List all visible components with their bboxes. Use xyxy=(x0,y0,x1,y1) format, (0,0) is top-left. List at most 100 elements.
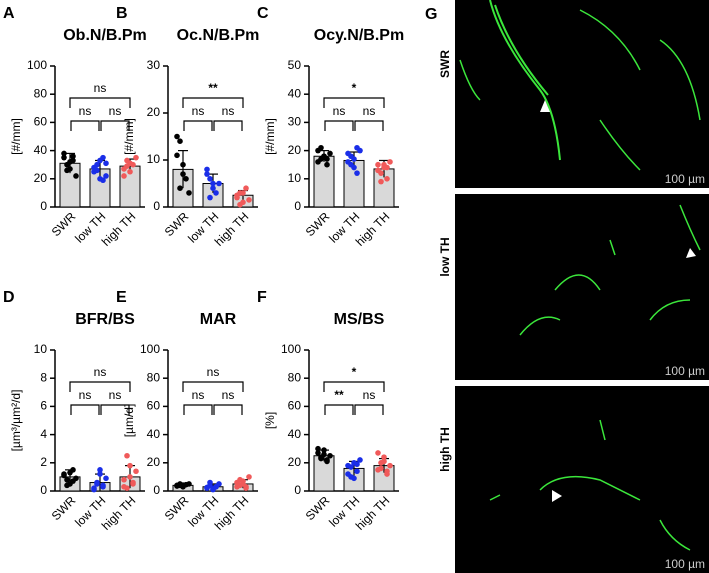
data-point xyxy=(121,173,127,179)
significance-bracket xyxy=(182,97,244,108)
panel-letter: F xyxy=(257,289,267,306)
data-point xyxy=(127,474,133,480)
data-point xyxy=(121,476,127,483)
x-tick-label: high TH xyxy=(353,209,392,248)
y-tick-label: 20 xyxy=(34,171,48,185)
y-tick-label: 20 xyxy=(147,455,161,469)
y-tick-label: 30 xyxy=(288,115,302,129)
data-point xyxy=(91,486,97,493)
y-tick-label: 40 xyxy=(34,143,48,157)
data-point xyxy=(246,197,252,203)
data-point xyxy=(384,164,390,171)
panel-letter: C xyxy=(257,5,269,22)
data-point xyxy=(61,154,67,161)
y-tick-label: 60 xyxy=(147,399,161,413)
significance-label: ** xyxy=(208,81,218,95)
data-point xyxy=(315,450,321,456)
micrograph xyxy=(455,0,709,188)
data-point xyxy=(180,161,186,168)
chart-title: Ob.N/B.Pm xyxy=(63,27,147,44)
data-point xyxy=(180,171,186,177)
significance-label: ns xyxy=(79,104,92,118)
significance-label: ns xyxy=(94,365,107,379)
y-tick-label: 10 xyxy=(288,171,302,185)
data-point xyxy=(204,171,210,177)
y-tick-label: 0 xyxy=(40,199,47,213)
data-point xyxy=(381,458,387,465)
significance-label: ns xyxy=(363,388,376,402)
data-point xyxy=(64,482,70,489)
significance-bracket xyxy=(100,120,130,131)
x-tick-label: high TH xyxy=(99,493,138,532)
panel-letter: E xyxy=(116,289,127,306)
panel-letter: B xyxy=(116,5,128,22)
data-point xyxy=(354,461,360,468)
y-axis-label: [µm³/µm²/d] xyxy=(9,390,23,452)
label-trace xyxy=(519,204,701,336)
significance-label: ns xyxy=(109,388,122,402)
significance-bracket xyxy=(69,381,131,392)
data-point xyxy=(321,451,327,458)
significance-bracket xyxy=(183,120,213,131)
data-point xyxy=(387,462,393,469)
x-tick-label: high TH xyxy=(353,493,392,532)
y-tick-label: 0 xyxy=(294,199,301,213)
data-point xyxy=(127,462,133,469)
data-point xyxy=(351,164,357,171)
data-point xyxy=(327,452,333,459)
data-point xyxy=(186,190,192,196)
y-tick-label: 40 xyxy=(147,427,161,441)
data-point xyxy=(345,159,351,165)
data-point xyxy=(70,478,76,484)
data-point xyxy=(177,138,183,144)
significance-label: ns xyxy=(222,388,235,402)
significance-bracket xyxy=(100,404,130,415)
data-point xyxy=(73,173,79,179)
y-tick-label: 50 xyxy=(288,58,302,72)
y-tick-label: 30 xyxy=(147,58,161,72)
image-label: SWR xyxy=(438,50,452,78)
data-point xyxy=(174,152,180,159)
micrograph xyxy=(455,386,709,573)
panel-letter: D xyxy=(3,289,15,306)
data-point xyxy=(97,467,103,473)
data-point xyxy=(375,161,381,168)
y-tick-label: 80 xyxy=(34,86,48,100)
significance-label: * xyxy=(352,81,357,95)
data-point xyxy=(67,469,73,476)
data-point xyxy=(384,468,390,475)
data-point xyxy=(133,468,139,475)
label-trace xyxy=(489,419,691,551)
data-point xyxy=(354,170,360,176)
y-axis-label: [%] xyxy=(263,412,277,429)
data-point xyxy=(100,482,106,489)
y-tick-label: 2 xyxy=(40,455,47,469)
data-point xyxy=(354,468,360,475)
data-point xyxy=(375,167,381,174)
data-point xyxy=(100,177,106,184)
x-tick-label: high TH xyxy=(212,209,251,248)
data-point xyxy=(378,465,384,472)
significance-bracket xyxy=(213,404,243,415)
y-tick-label: 100 xyxy=(281,342,301,356)
y-tick-label: 60 xyxy=(34,115,48,129)
significance-label: ns xyxy=(222,104,235,118)
data-point xyxy=(375,450,381,456)
data-point xyxy=(213,190,219,196)
arrowhead xyxy=(686,248,696,258)
y-tick-label: 60 xyxy=(288,399,302,413)
data-point xyxy=(327,150,333,157)
y-tick-label: 0 xyxy=(153,199,160,213)
significance-bracket xyxy=(354,120,384,131)
scale-label: 100 µm xyxy=(665,364,705,378)
data-point xyxy=(64,167,70,174)
data-point xyxy=(177,185,183,191)
chart-title: MAR xyxy=(200,311,237,328)
data-point xyxy=(67,159,73,165)
significance-label: ns xyxy=(333,104,346,118)
data-point xyxy=(240,190,246,196)
data-point xyxy=(103,173,109,179)
y-tick-label: 100 xyxy=(27,58,47,72)
data-point xyxy=(210,180,216,187)
data-point xyxy=(357,457,363,463)
